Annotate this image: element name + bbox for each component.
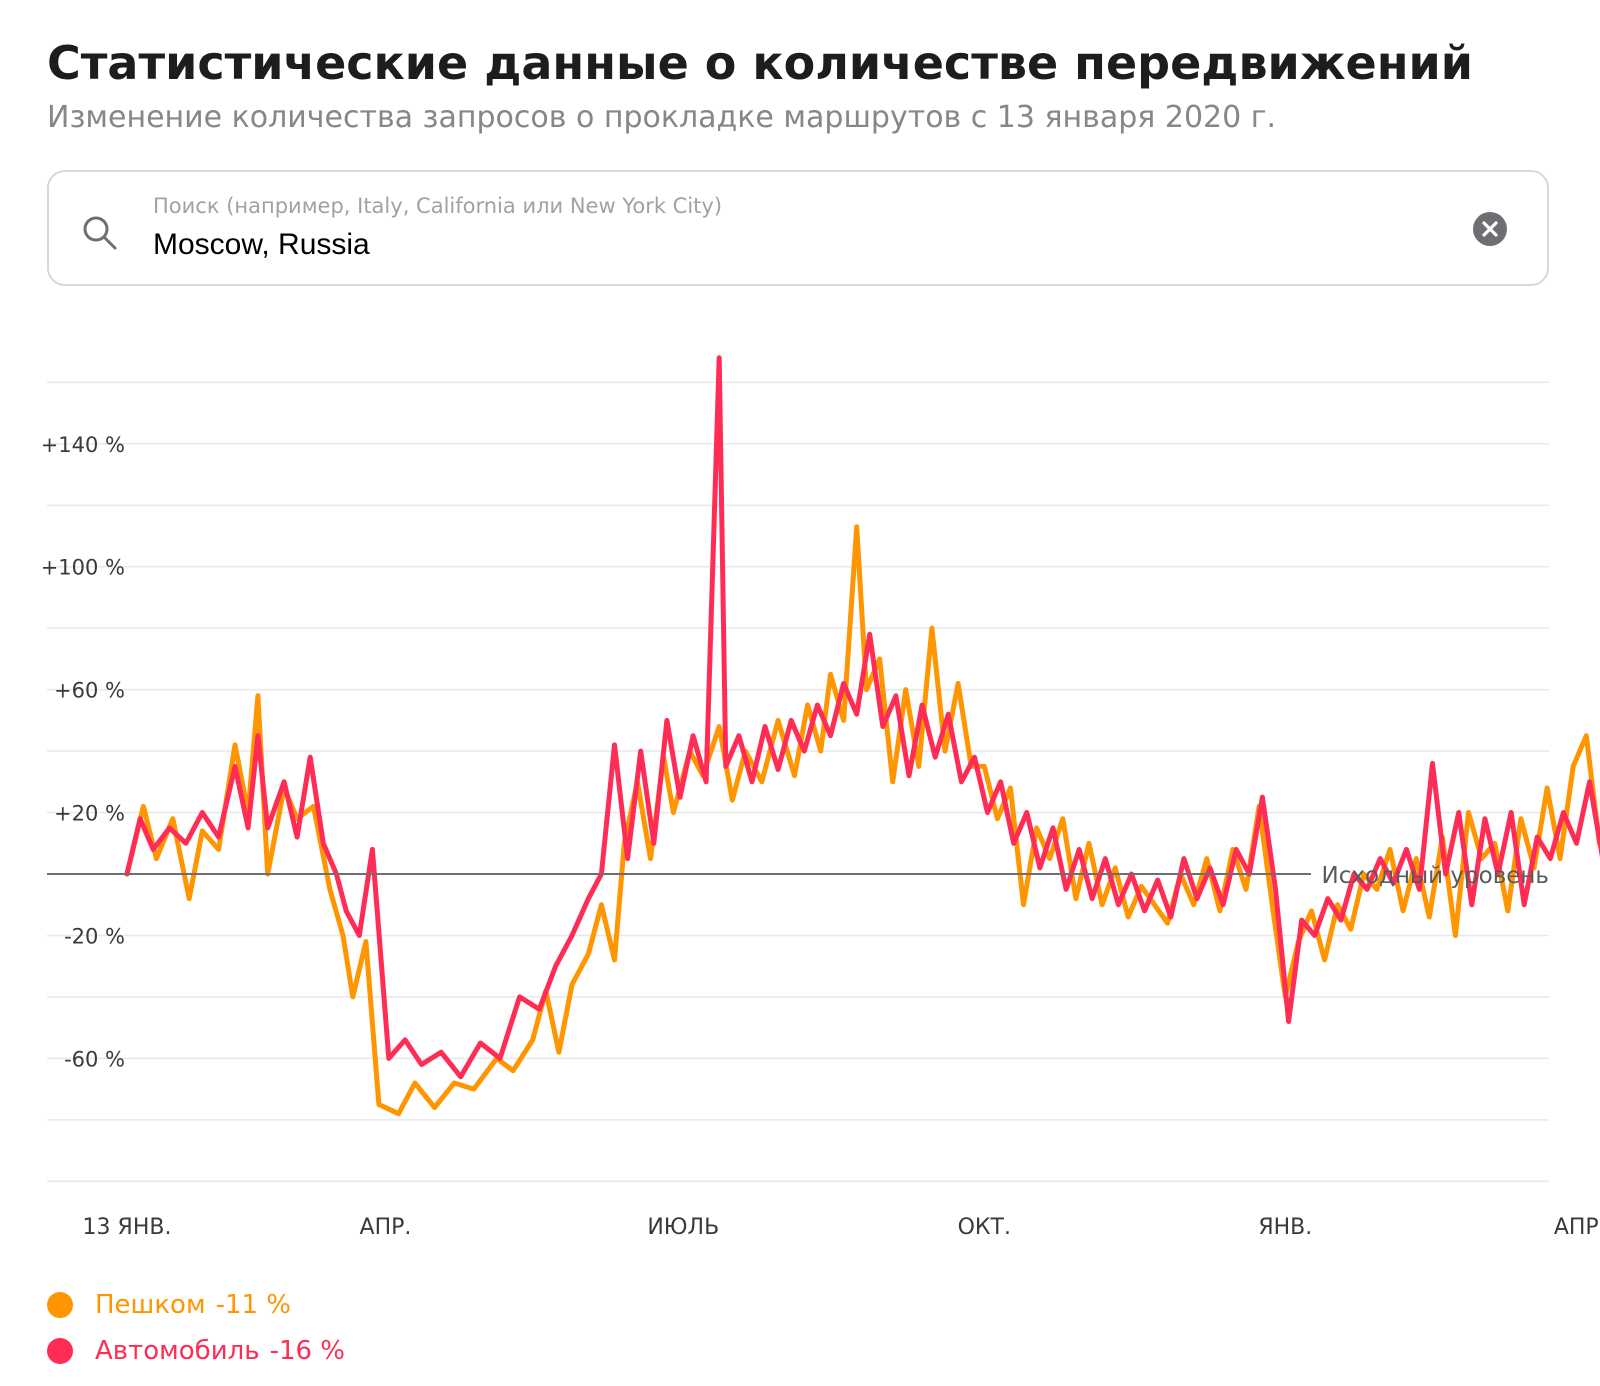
page-subtitle: Изменение количества запросов о прокладк… (47, 100, 1277, 135)
series-line-walking (124, 524, 1600, 1117)
y-tick-label: -20 % (64, 924, 125, 948)
legend-label-driving: Автомобиль (95, 1336, 260, 1366)
y-axis: +140 % +100 % +60 % +20 % -20 % -60 % (41, 433, 125, 1072)
y-tick-label: +100 % (41, 556, 125, 580)
baseline: Исходный уровень (47, 863, 1549, 889)
legend-value-walking: -11 % (215, 1290, 292, 1320)
legend-label-walking: Пешком (95, 1290, 206, 1320)
clear-icon (1482, 221, 1498, 237)
chart-legend: Пешком -11 % Автомобиль -16 % (47, 1282, 345, 1374)
legend-item-walking[interactable]: Пешком -11 % (47, 1282, 345, 1328)
x-tick-label: ЯНВ. (1258, 1215, 1312, 1240)
search-box[interactable]: Поиск (например, Italy, California или N… (47, 170, 1549, 286)
x-tick-label: ИЮЛЬ (647, 1215, 719, 1240)
chart-series (124, 355, 1600, 1117)
x-tick-label: 13 ЯНВ. (83, 1215, 172, 1240)
legend-item-driving[interactable]: Автомобиль -16 % (47, 1328, 345, 1374)
chart-grid (47, 381, 1549, 1183)
search-icon (83, 216, 117, 250)
legend-dot-driving (47, 1338, 73, 1364)
x-tick-label: АПР. (1554, 1215, 1600, 1240)
x-tick-label: АПР. (360, 1215, 412, 1240)
y-tick-label: -60 % (64, 1047, 125, 1071)
baseline-label: Исходный уровень (1322, 863, 1549, 889)
x-axis: 13 ЯНВ.АПР.ИЮЛЬОКТ.ЯНВ.АПР.ИЮЛЬОКТ.ЯНВ.2… (83, 1215, 1600, 1240)
y-tick-label: +20 % (54, 802, 125, 826)
legend-value-driving: -16 % (269, 1336, 345, 1366)
legend-dot-walking (47, 1292, 73, 1318)
mobility-chart: +140 % +100 % +60 % +20 % -20 % -60 % 13 ЯНВ.… (41, 355, 1600, 1240)
series-line-driving (124, 355, 1600, 1080)
clear-search-button[interactable] (1473, 212, 1507, 246)
search-placeholder: Поиск (например, Italy, California или N… (153, 194, 723, 218)
x-tick-label: ОКТ. (958, 1215, 1011, 1240)
y-tick-label: +140 % (41, 433, 125, 457)
y-tick-label: +60 % (54, 679, 125, 703)
page-title: Статистические данные о количестве перед… (47, 36, 1473, 90)
search-input[interactable]: Moscow, Russia (153, 228, 370, 261)
